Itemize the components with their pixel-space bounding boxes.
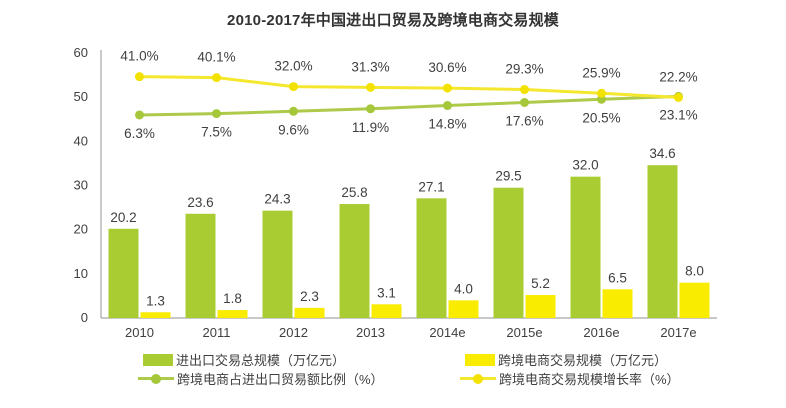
y-tick-label: 0 — [81, 310, 88, 325]
bar-value-label: 29.5 — [495, 169, 521, 184]
bar — [185, 213, 216, 318]
bar — [602, 289, 633, 318]
bar-value-label: 20.2 — [110, 210, 136, 225]
line-marker — [366, 82, 375, 92]
line-value-label: 23.1% — [659, 107, 697, 122]
bar-value-label: 6.5 — [608, 270, 627, 285]
line-marker — [366, 104, 375, 114]
bar — [294, 307, 325, 318]
x-tick-label: 2012 — [279, 325, 308, 340]
legend-label: 跨境电商占进出口贸易额比例（%） — [177, 372, 384, 387]
line-value-label: 29.3% — [505, 62, 543, 77]
legend-item-import-export-bar: 进出口交易总规模（万亿元） — [143, 350, 345, 369]
bar — [570, 176, 601, 318]
line-value-label: 22.2% — [659, 69, 697, 84]
trend-line — [138, 75, 680, 99]
x-tick-label: 2011 — [203, 325, 231, 340]
legend-swatch-green-bar — [143, 353, 173, 366]
bar — [140, 312, 171, 318]
bar-value-label: 27.1 — [418, 179, 444, 194]
line-value-label: 9.6% — [278, 122, 309, 137]
combo-chart: 0 10 20 30 40 50 60 2010 2011 2012 2013 2014e 2015e 2… — [74, 45, 717, 340]
line-marker — [597, 88, 606, 98]
line-marker — [674, 92, 683, 102]
y-tick-label: 60 — [74, 45, 88, 60]
y-tick-label: 20 — [74, 222, 88, 237]
bar-value-label: 24.3 — [264, 192, 290, 207]
bar — [108, 228, 139, 318]
x-tick-label: 2014e — [429, 325, 465, 340]
line-marker — [212, 109, 221, 119]
line-value-label: 40.1% — [197, 50, 235, 65]
legend-item-growth-line: 跨境电商交易规模增长率（%） — [460, 369, 680, 388]
line-value-label: 32.0% — [274, 59, 312, 74]
bar-value-label: 4.0 — [454, 281, 473, 296]
line-value-label: 41.0% — [120, 49, 158, 64]
bar-value-label: 5.2 — [531, 276, 550, 291]
line-marker — [520, 97, 529, 107]
bar-value-label: 3.1 — [377, 285, 396, 300]
bar — [262, 210, 293, 318]
bar — [217, 310, 248, 318]
line-marker — [520, 85, 529, 95]
x-tick-label: 2013 — [356, 325, 385, 340]
line-value-label: 7.5% — [201, 125, 232, 140]
y-tick-label: 40 — [74, 133, 88, 148]
line-marker — [212, 73, 221, 83]
y-tick-label: 10 — [74, 266, 88, 281]
bar-value-label: 32.0 — [572, 158, 598, 173]
legend-item-ratio-line: 跨境电商占进出口贸易额比例（%） — [138, 369, 384, 388]
bar — [371, 304, 402, 318]
bar-value-label: 25.8 — [341, 185, 367, 200]
line-marker — [289, 106, 298, 116]
line-value-label: 31.3% — [351, 59, 389, 74]
line-value-label: 6.3% — [124, 126, 155, 141]
line-marker — [135, 72, 144, 82]
bar-value-label: 8.0 — [685, 264, 704, 279]
bar — [679, 282, 710, 318]
line-value-label: 14.8% — [428, 117, 466, 132]
y-tick-label: 50 — [74, 89, 88, 104]
line-value-label: 11.9% — [352, 120, 389, 135]
legend-label: 跨境电商交易规模（万亿元） — [498, 353, 668, 368]
legend-label: 进出口交易总规模（万亿元） — [176, 353, 346, 368]
bar-value-label: 1.8 — [223, 291, 242, 306]
x-tick-label: 2017e — [660, 325, 696, 340]
line-value-label: 17.6% — [505, 113, 543, 128]
x-tick-label: 2015e — [506, 325, 542, 340]
bar-value-label: 1.3 — [146, 293, 165, 308]
y-tick-label: 30 — [74, 178, 88, 193]
chart-title: 2010-2017年中国进出口贸易及跨境电商交易规模 — [227, 12, 559, 29]
bar — [416, 198, 447, 318]
line-value-label: 30.6% — [428, 60, 466, 75]
bar — [493, 187, 524, 318]
bar — [525, 295, 556, 318]
bar — [647, 165, 678, 318]
legend-label: 跨境电商交易规模增长率（%） — [499, 372, 680, 387]
x-tick-label: 2016e — [583, 325, 619, 340]
line-marker — [135, 110, 144, 120]
line-marker — [443, 83, 452, 93]
x-tick-label: 2010 — [125, 325, 154, 340]
bar — [448, 300, 479, 318]
legend-swatch-yellow-bar — [465, 353, 495, 366]
legend-swatch-green-line — [138, 373, 174, 385]
bar-value-label: 23.6 — [187, 195, 213, 210]
line-marker — [289, 82, 298, 92]
legend-item-crossborder-bar: 跨境电商交易规模（万亿元） — [465, 350, 667, 369]
bar-value-label: 2.3 — [300, 289, 319, 304]
trend-line — [138, 94, 680, 117]
bar — [339, 204, 370, 318]
line-value-label: 25.9% — [582, 65, 620, 80]
legend-swatch-yellow-line — [460, 373, 496, 385]
line-value-label: 20.5% — [582, 110, 620, 125]
line-marker — [443, 101, 452, 111]
bar-value-label: 34.6 — [649, 146, 675, 161]
